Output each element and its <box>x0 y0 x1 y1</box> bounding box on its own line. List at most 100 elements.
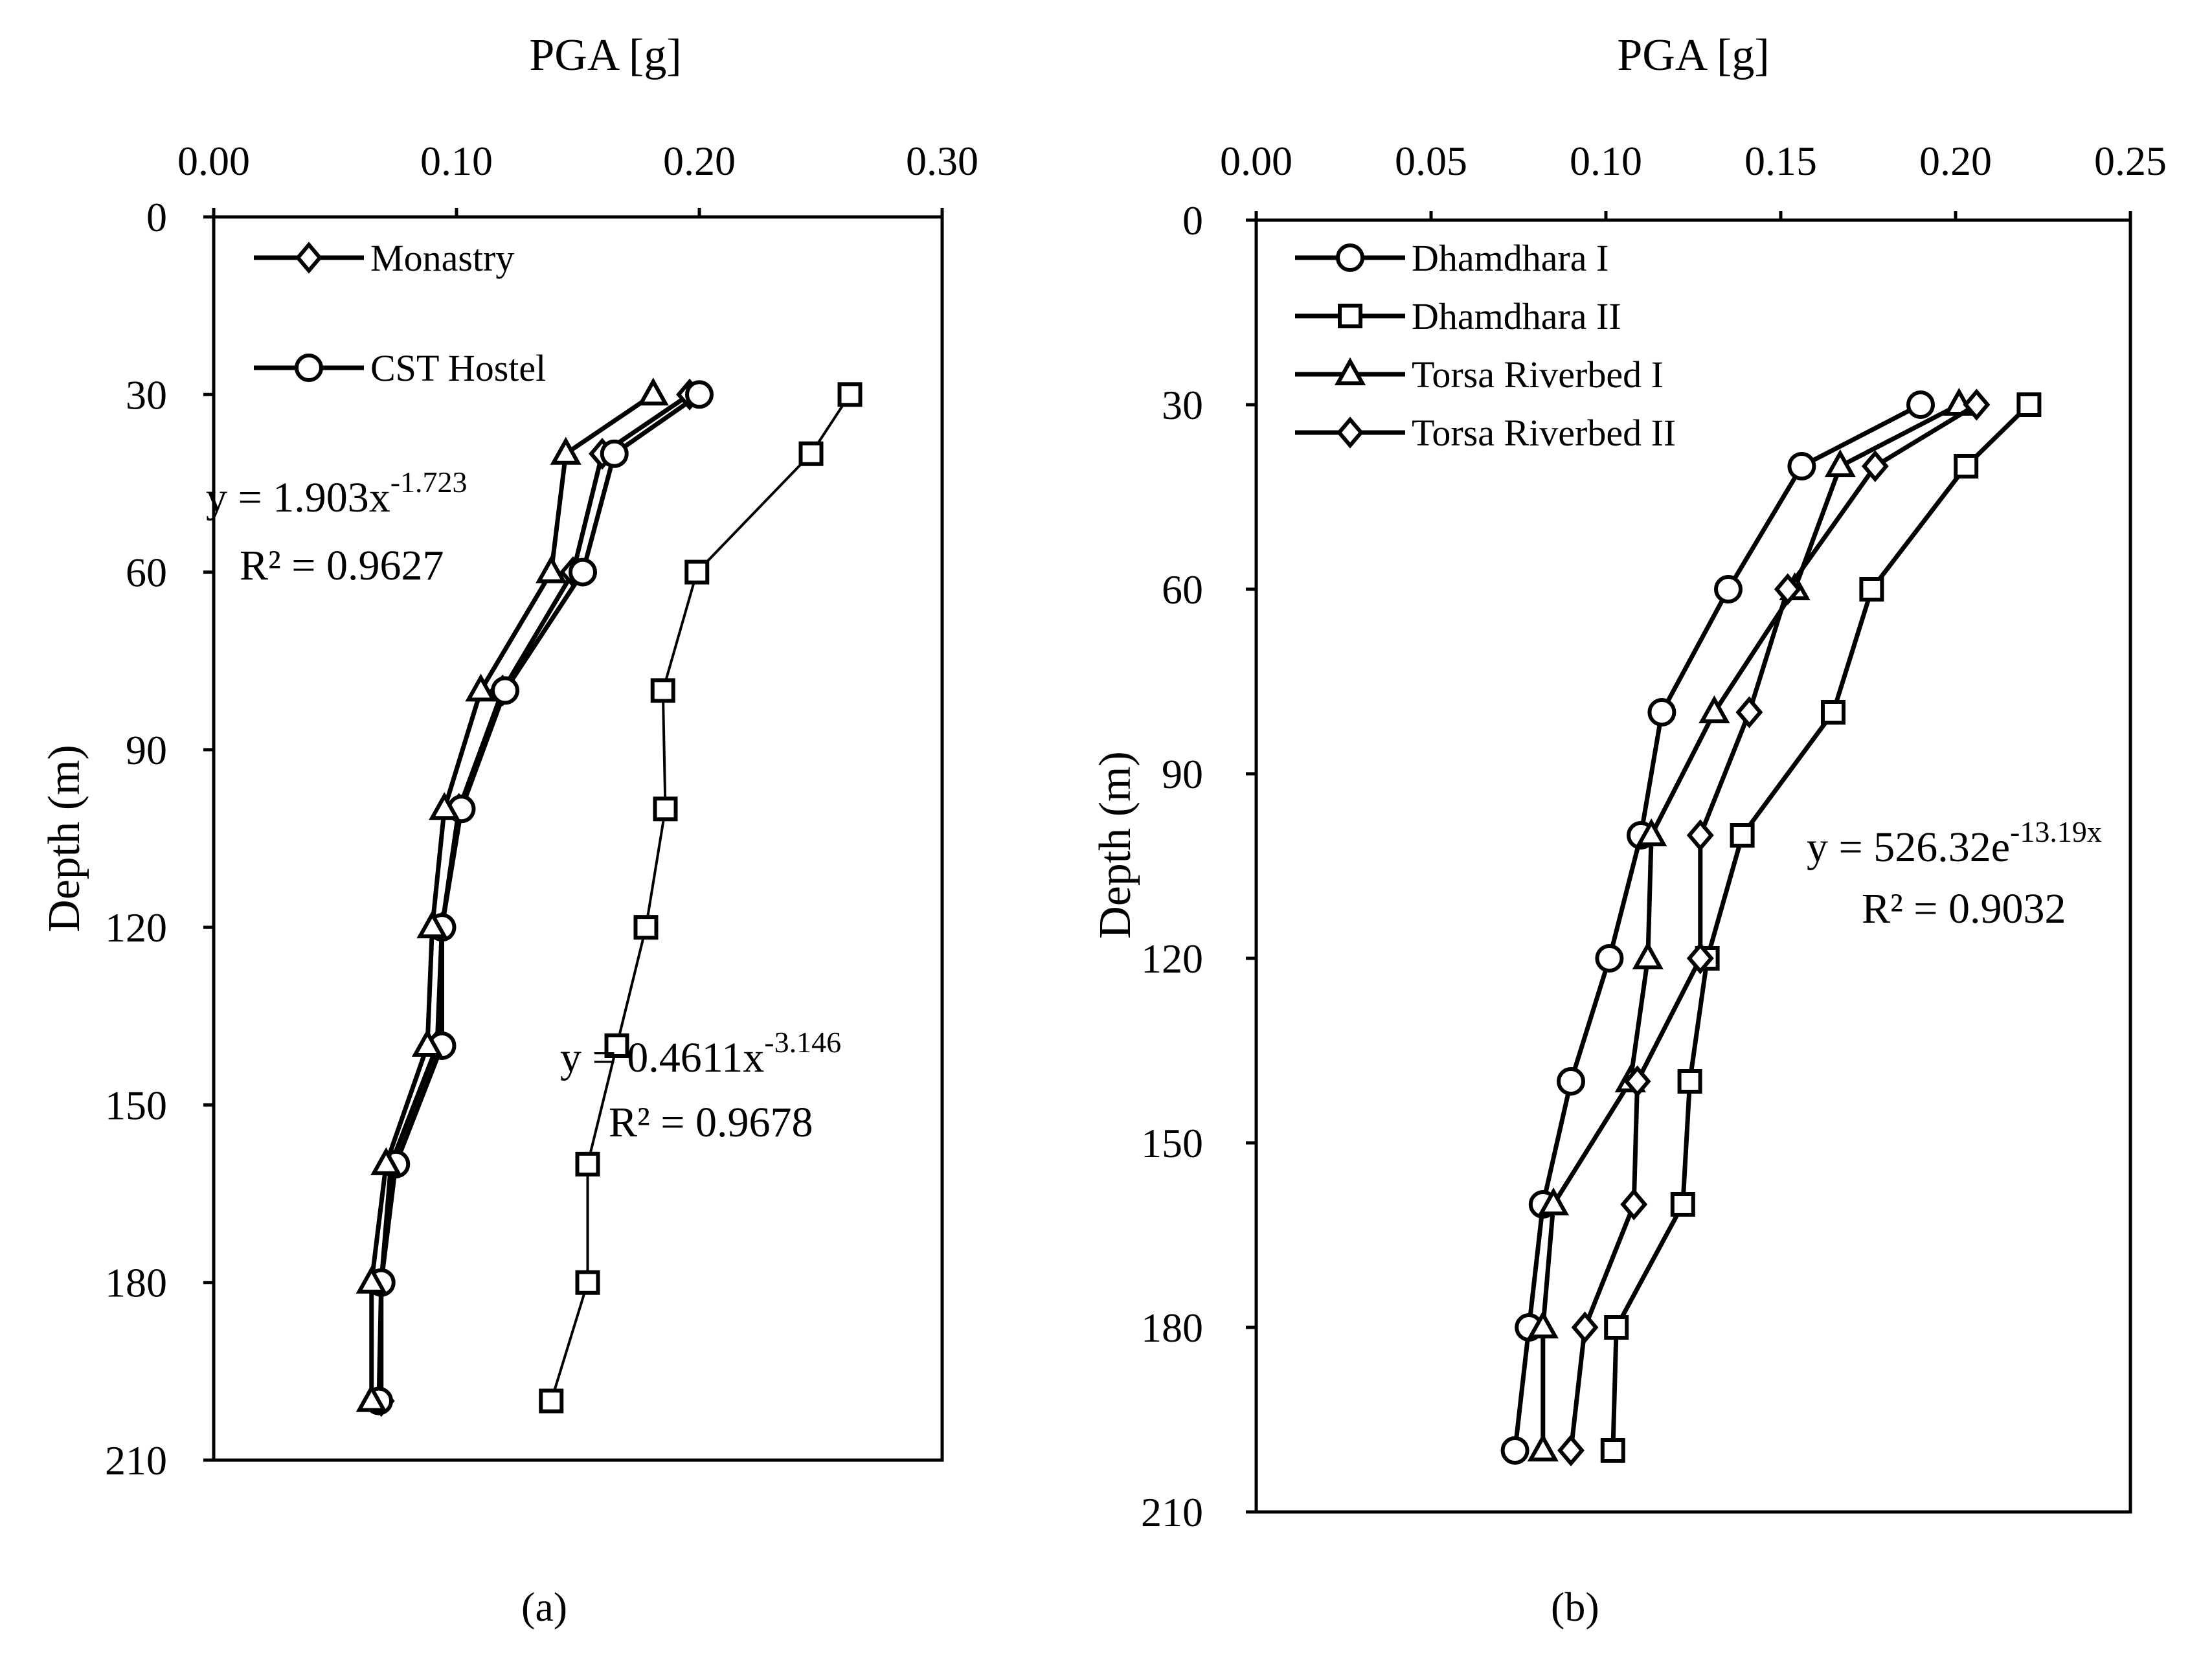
data-point-square-180 <box>575 1270 600 1295</box>
legend-label: Torsa Riverbed II <box>1412 412 1676 454</box>
data-point-square-80 <box>1821 700 1845 725</box>
legend-item-dhamdhara-ii: Dhamdhara II <box>1295 295 1621 337</box>
annotation-exponent: -1.723 <box>390 466 468 499</box>
data-point-square-60 <box>1859 577 1884 602</box>
data-point-square-200 <box>539 1388 564 1414</box>
x-tick-label: 0.20 <box>1919 138 1992 184</box>
legend-item-torsa-riverbed-ii: Torsa Riverbed II <box>1295 412 1676 454</box>
data-point-triangle-40 <box>1824 449 1856 477</box>
legend-label: Dhamdhara II <box>1412 295 1621 337</box>
legend-label: Dhamdhara I <box>1412 237 1608 279</box>
y-tick-label: 30 <box>1162 382 1203 428</box>
x-axis-title: PGA [g] <box>529 30 681 80</box>
data-point-square-40 <box>798 441 824 466</box>
x-tick-label: 0.00 <box>177 138 250 184</box>
data-point-diamond-80 <box>1735 696 1763 728</box>
y-axis-title: Depth (m) <box>40 745 89 932</box>
legend: Monastry CST Hostel <box>254 237 546 389</box>
legend-item-monastry: Monastry <box>254 237 514 279</box>
series-triangle-series <box>356 377 669 1412</box>
trendline-annotation: R² = 0.9032 <box>1862 885 2066 932</box>
series-line <box>369 392 655 1401</box>
data-point-square-30 <box>837 382 863 407</box>
panel-b-caption: (b) <box>1551 1584 1599 1630</box>
y-axis-title: Depth (m) <box>1090 751 1140 939</box>
y-tick-label: 210 <box>105 1437 167 1483</box>
data-point-circle-40 <box>1787 452 1816 480</box>
y-tick-label: 180 <box>1141 1305 1203 1351</box>
annotation-exponent: -3.146 <box>764 1026 841 1059</box>
data-point-triangle-160 <box>1537 1187 1570 1215</box>
data-point-diamond-160 <box>1620 1188 1648 1221</box>
legend-item-cst-hostel: CST Hostel <box>254 347 546 389</box>
data-point-square-40 <box>1954 454 1979 479</box>
x-tick-label: 0.00 <box>1220 138 1292 184</box>
y-tick-label: 60 <box>126 550 167 596</box>
data-point-square-60 <box>684 559 710 585</box>
series-square-series <box>539 382 863 1414</box>
x-tick-label: 0.15 <box>1744 138 1817 184</box>
data-point-square-120 <box>633 915 659 940</box>
data-point-diamond-30 <box>1963 389 1991 421</box>
x-tick-label: 0.10 <box>1570 138 1642 184</box>
y-tick-label: 210 <box>1141 1489 1203 1535</box>
y-tick-label: 60 <box>1162 567 1203 613</box>
x-tick-label: 0.25 <box>2094 138 2167 184</box>
plot-area-frame <box>1254 218 2132 1514</box>
data-point-triangle-200 <box>356 1384 387 1412</box>
trendline-annotation: y = 526.32e-13.19x <box>1807 815 2102 871</box>
legend-marker-circle <box>1336 243 1364 272</box>
panel-b: 0.00 0.05 0.10 0.15 0.20 0.25 0 30 60 90 120 150 180… <box>1090 30 2167 1535</box>
panel-a: 0.00 0.10 0.20 0.30 0 30 60 90 120 150 180 210 PGA [… <box>40 30 978 1483</box>
data-point-circle-60 <box>569 558 597 587</box>
data-point-square-160 <box>1670 1192 1695 1217</box>
x-tick-label: 0.05 <box>1395 138 1467 184</box>
series-cst-hostel <box>365 380 714 1415</box>
data-point-triangle-140 <box>411 1028 444 1057</box>
x-tick-label: 0.20 <box>663 138 736 184</box>
data-point-square-140 <box>604 1033 629 1058</box>
data-point-triangle-60 <box>536 555 567 583</box>
y-tick-label: 150 <box>105 1082 167 1128</box>
data-point-triangle-200 <box>1527 1433 1559 1461</box>
data-point-circle-200 <box>1500 1436 1529 1465</box>
x-tick-label: 0.10 <box>420 138 493 184</box>
data-point-diamond-180 <box>1571 1311 1599 1344</box>
data-point-square-100 <box>653 796 678 822</box>
series-dhamdhara-i <box>1500 390 1935 1465</box>
y-tick-label: 120 <box>1141 936 1203 982</box>
data-point-square-200 <box>1600 1438 1625 1463</box>
y-tick-label: 180 <box>105 1260 167 1306</box>
data-point-circle-80 <box>491 676 519 705</box>
legend-label: Torsa Riverbed I <box>1412 354 1664 396</box>
data-point-triangle-180 <box>356 1265 387 1294</box>
panel-a-caption: (a) <box>521 1584 568 1630</box>
legend-marker-triangle <box>1334 357 1366 385</box>
y-tick-label: 30 <box>126 372 167 418</box>
data-point-diamond-140 <box>1623 1065 1651 1098</box>
legend-item-dhamdhara-i: Dhamdhara I <box>1295 237 1608 279</box>
data-point-circle-40 <box>600 439 629 468</box>
data-point-triangle-80 <box>465 673 497 702</box>
data-point-circle-30 <box>1906 390 1935 419</box>
y-tick-label: 120 <box>105 905 167 951</box>
y-tick-label: 0 <box>1182 197 1203 243</box>
trendline-annotation: R² = 0.9627 <box>240 542 444 589</box>
series-line <box>1610 403 2031 1451</box>
annotation-exponent: -13.19x <box>2010 815 2102 848</box>
series-line <box>1513 402 1922 1451</box>
data-point-triangle-80 <box>1699 695 1730 723</box>
data-point-triangle-120 <box>416 910 448 939</box>
legend-marker-diamond <box>295 242 322 274</box>
data-point-diamond-40 <box>1861 450 1889 482</box>
y-tick-label: 150 <box>1141 1120 1203 1166</box>
trendline-annotation: y = 0.4611x-3.146 <box>560 1026 841 1081</box>
x-tick-label: 0.30 <box>906 138 978 184</box>
data-point-diamond-60 <box>1774 573 1801 605</box>
data-point-square-30 <box>2016 392 2042 417</box>
legend-label: CST Hostel <box>370 347 546 389</box>
data-point-diamond-120 <box>1686 942 1714 975</box>
y-tick-label: 90 <box>1162 751 1203 797</box>
